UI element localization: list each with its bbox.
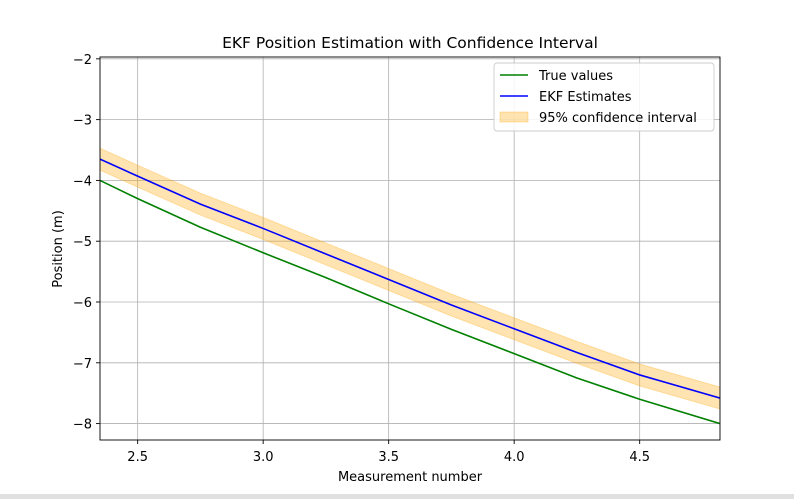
y-tick-label-2: −6	[73, 296, 92, 311]
x-tick-label-1: 3.0	[253, 450, 274, 465]
confidence-band	[100, 147, 720, 410]
y-tick-label-6: −2	[73, 53, 92, 68]
series-line-ekf-estimates	[100, 158, 720, 399]
bottom-divider	[0, 494, 794, 499]
y-tick-label-4: −4	[73, 174, 92, 189]
x-tick-label-4: 4.5	[629, 450, 650, 465]
x-tick-label-0: 2.5	[127, 450, 148, 465]
y-axis-label: Position (m)	[51, 210, 66, 288]
x-axis-label: Measurement number	[338, 470, 483, 485]
y-tick-label-0: −8	[73, 418, 92, 433]
legend-swatch-confidence-interval	[499, 111, 529, 123]
y-tick-label-5: −3	[73, 114, 92, 129]
legend-label-ekf-estimates: EKF Estimates	[539, 90, 632, 105]
legend-label-true-values: True values	[538, 69, 613, 84]
x-tick-label-3: 4.0	[504, 450, 525, 465]
series-line-true-values	[100, 179, 720, 425]
legend: True values EKF Estimates 95% confidence i…	[493, 62, 715, 132]
legend-box	[493, 62, 715, 132]
x-tick-label-2: 3.5	[378, 450, 399, 465]
axes-frame	[99, 56, 721, 441]
legend-label-confidence-interval: 95% confidence interval	[539, 111, 697, 126]
plot-area: 2.5 3.0 3.5 4.0 4.5 −8 −7 −6 −5 −4 −3 −2	[73, 53, 721, 465]
chart-title: EKF Position Estimation with Confidence …	[222, 34, 598, 52]
y-tick-label-3: −5	[73, 235, 92, 250]
y-tick-label-1: −7	[73, 357, 92, 372]
